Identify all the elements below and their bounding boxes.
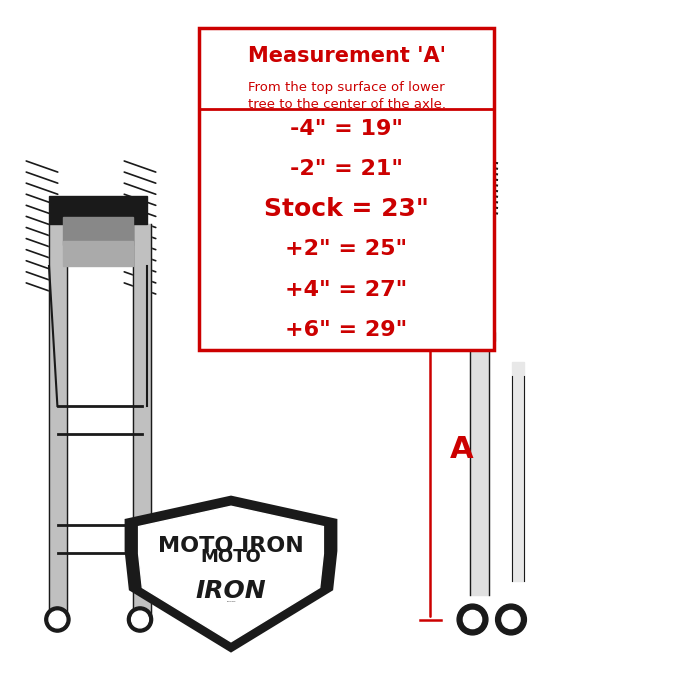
Text: IRON: IRON [196,580,266,603]
Text: Measurement 'A': Measurement 'A' [248,46,445,66]
Text: -2" = 21": -2" = 21" [290,159,403,179]
Bar [512,362,524,581]
Text: +6" = 29": +6" = 29" [286,320,407,340]
Circle shape [49,611,66,628]
PathPatch shape [139,506,323,642]
Text: +4" = 27": +4" = 27" [286,279,407,300]
Text: -4" = 19": -4" = 19" [290,118,403,139]
Bar [471,119,488,154]
Circle shape [496,604,526,635]
Bar [49,224,66,616]
Circle shape [502,610,520,629]
Bar [464,332,495,341]
FancyBboxPatch shape [199,28,494,350]
Bar [49,196,147,224]
Bar [63,217,133,245]
Circle shape [457,604,488,635]
Circle shape [45,607,70,632]
Circle shape [132,611,148,628]
Circle shape [463,610,482,629]
Bar [133,224,150,616]
Bar [63,241,133,266]
Text: +2" = 25": +2" = 25" [286,239,407,260]
Bar [470,341,489,595]
Text: A: A [450,435,474,464]
Text: MOTO IRON: MOTO IRON [227,601,235,602]
Text: MOTO IRON: MOTO IRON [158,536,304,556]
Text: MOTO: MOTO [201,547,261,566]
Text: From the top surface of lower
tree to the center of the axle.: From the top surface of lower tree to th… [248,80,445,111]
Circle shape [127,607,153,632]
Text: Stock = 23": Stock = 23" [264,197,429,221]
Bar [468,214,491,326]
PathPatch shape [126,497,336,651]
